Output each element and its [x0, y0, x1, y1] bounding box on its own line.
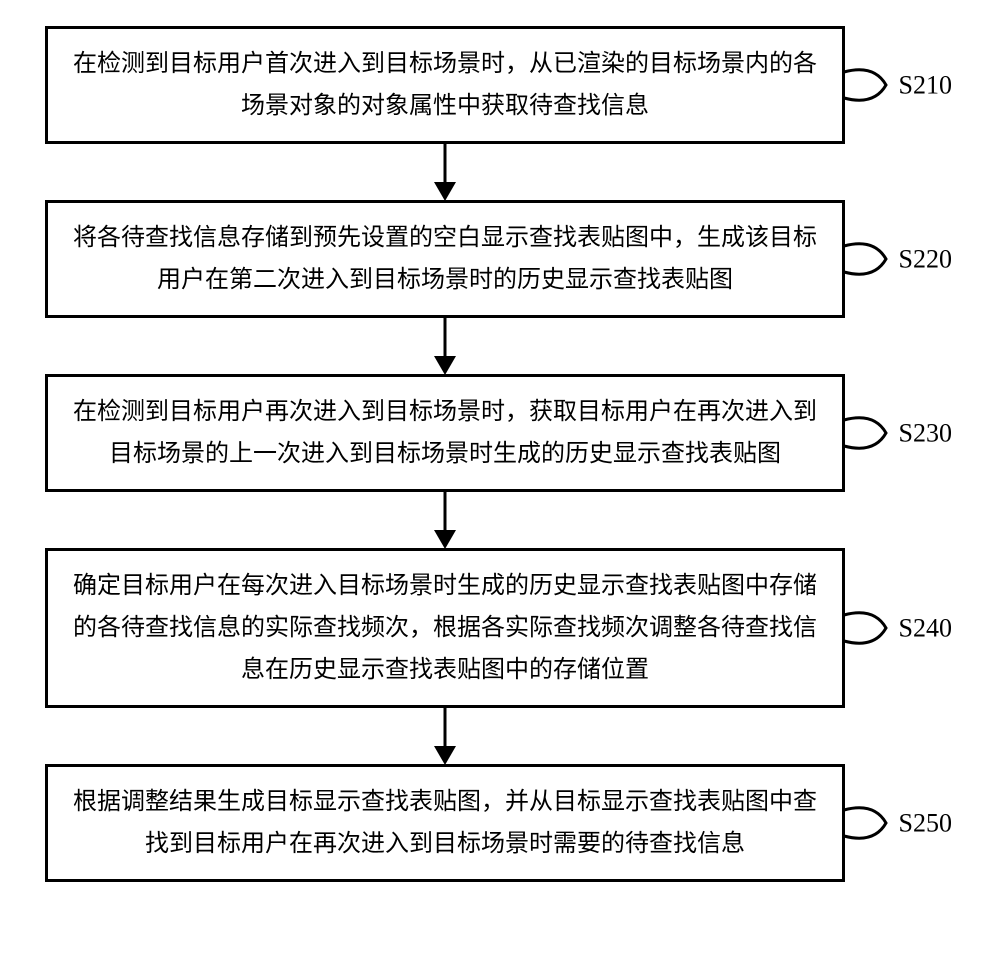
flowchart-container: 在检测到目标用户首次进入到目标场景时，从已渲染的目标场景内的各场景对象的对象属性…	[45, 26, 955, 882]
step-label: S210	[899, 62, 952, 108]
step-box-4: 确定目标用户在每次进入目标场景时生成的历史显示查找表贴图中存储的各待查找信息的实…	[45, 548, 845, 708]
arc-connector	[844, 408, 892, 458]
arrow-4	[45, 708, 845, 764]
step-text: 在检测到目标用户首次进入到目标场景时，从已渲染的目标场景内的各场景对象的对象属性…	[70, 43, 820, 127]
arrow-line	[444, 492, 447, 534]
arrow-2	[45, 318, 845, 374]
arrow-head	[434, 746, 456, 765]
arrow-head	[434, 356, 456, 375]
step-text: 将各待查找信息存储到预先设置的空白显示查找表贴图中，生成该目标用户在第二次进入到…	[70, 217, 820, 301]
arc-connector	[844, 60, 892, 110]
arc-connector	[844, 234, 892, 284]
arrow-1	[45, 144, 845, 200]
arrow-line	[444, 708, 447, 750]
arrow-line	[444, 318, 447, 360]
step-label: S240	[899, 605, 952, 651]
step-label: S220	[899, 236, 952, 282]
step-text: 根据调整结果生成目标显示查找表贴图，并从目标显示查找表贴图中查找到目标用户在再次…	[70, 781, 820, 865]
step-text: 在检测到目标用户再次进入到目标场景时，获取目标用户在再次进入到目标场景的上一次进…	[70, 391, 820, 475]
arrow-head	[434, 530, 456, 549]
step-text: 确定目标用户在每次进入目标场景时生成的历史显示查找表贴图中存储的各待查找信息的实…	[70, 565, 820, 691]
step-box-3: 在检测到目标用户再次进入到目标场景时，获取目标用户在再次进入到目标场景的上一次进…	[45, 374, 845, 492]
step-box-5: 根据调整结果生成目标显示查找表贴图，并从目标显示查找表贴图中查找到目标用户在再次…	[45, 764, 845, 882]
step-label: S250	[899, 800, 952, 846]
step-box-1: 在检测到目标用户首次进入到目标场景时，从已渲染的目标场景内的各场景对象的对象属性…	[45, 26, 845, 144]
arrow-3	[45, 492, 845, 548]
arrow-line	[444, 144, 447, 186]
arrow-head	[434, 182, 456, 201]
step-box-2: 将各待查找信息存储到预先设置的空白显示查找表贴图中，生成该目标用户在第二次进入到…	[45, 200, 845, 318]
arc-connector	[844, 603, 892, 653]
step-label: S230	[899, 410, 952, 456]
arc-connector	[844, 798, 892, 848]
